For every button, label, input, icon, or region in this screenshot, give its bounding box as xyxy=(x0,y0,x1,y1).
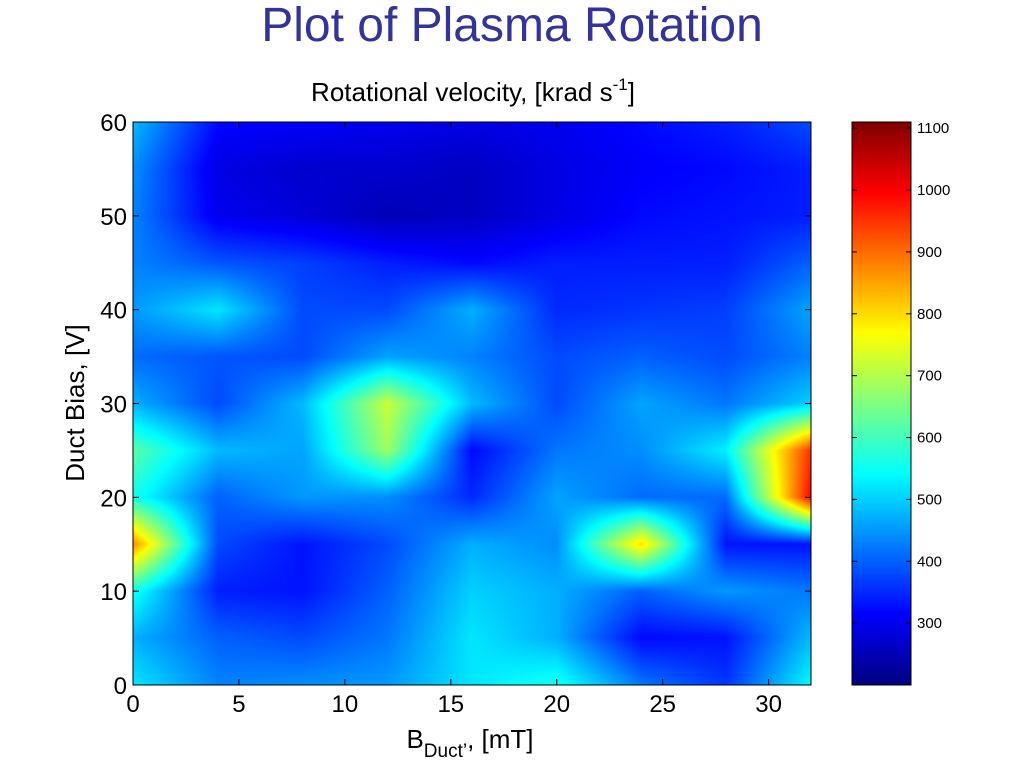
colorbar-tick-label: 500 xyxy=(917,491,942,508)
x-tick-label: 10 xyxy=(332,691,359,718)
colorbar-tick-label: 400 xyxy=(917,553,942,570)
colorbar: 300 400 500 600 700 800 900 1000 1100 xyxy=(851,120,950,686)
chart-title: Rotational velocity, [krad s-1] xyxy=(311,75,635,107)
y-tick-label: 10 xyxy=(100,579,127,606)
y-tick-label: 40 xyxy=(100,298,127,325)
colorbar-frame xyxy=(851,121,912,686)
x-axis-label-sub: Duct’ xyxy=(424,741,467,762)
y-tick-label: 20 xyxy=(100,485,127,512)
heatmap-area xyxy=(132,121,812,686)
x-tick-label: 25 xyxy=(649,691,676,718)
colorbar-ticks: 300 400 500 600 700 800 900 1000 1100 xyxy=(852,120,950,632)
slide-title: Plot of Plasma Rotation xyxy=(261,0,763,52)
heatmap-image xyxy=(133,122,811,685)
x-axis-label-main: B xyxy=(406,724,423,754)
chart-title-sup: -1 xyxy=(613,75,628,94)
y-tick-label: 60 xyxy=(100,110,127,137)
y-tick-label: 30 xyxy=(100,392,127,419)
y-axis-label: Duct Bias, [V] xyxy=(60,324,90,482)
x-tick-label: 5 xyxy=(232,691,245,718)
colorbar-tick-label: 700 xyxy=(917,368,942,385)
y-tick-label: 0 xyxy=(114,673,127,700)
chart-title-main: Rotational velocity, [krad s xyxy=(311,77,613,107)
x-axis-label: BDuct’, [mT] xyxy=(406,724,533,762)
colorbar-image xyxy=(852,122,911,685)
colorbar-tick-label: 800 xyxy=(917,306,942,323)
colorbar-tick-label: 600 xyxy=(917,430,942,447)
y-tick-label: 50 xyxy=(100,204,127,231)
x-tick-label: 15 xyxy=(437,691,464,718)
x-tick-label: 0 xyxy=(126,691,139,718)
x-tick-label: 30 xyxy=(755,691,782,718)
colorbar-tick-label: 300 xyxy=(917,615,942,632)
colorbar-tick-label: 1100 xyxy=(917,120,949,137)
x-axis: 0 5 10 15 20 25 30 xyxy=(126,122,782,718)
x-tick-label: 20 xyxy=(543,691,570,718)
y-axis: 0 10 20 30 40 50 60 xyxy=(100,110,811,700)
chart-title-end: ] xyxy=(628,77,635,107)
colorbar-tick-label: 900 xyxy=(917,244,942,261)
colorbar-tick-label: 1000 xyxy=(917,182,950,199)
x-axis-label-end: , [mT] xyxy=(467,724,533,754)
